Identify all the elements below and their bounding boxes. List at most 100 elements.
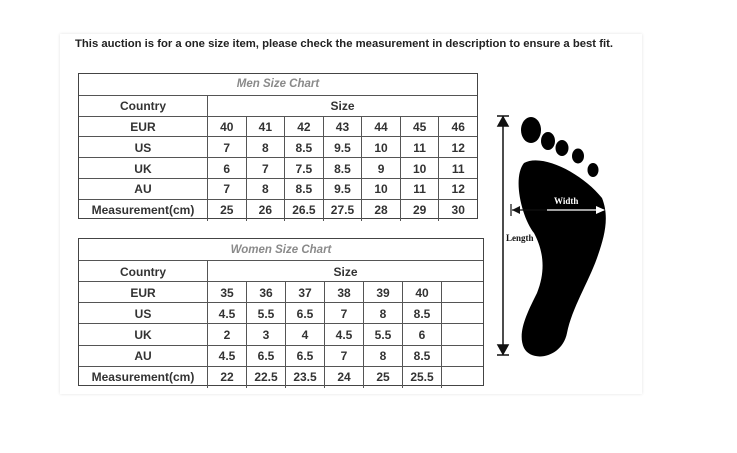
country-header: Country: [120, 264, 166, 279]
row-label: Measurement(cm): [91, 370, 195, 385]
size-cell: 40: [402, 282, 441, 304]
table-row: US 7 8 8.5 9.5 10 11 12: [79, 136, 477, 159]
size-cell: 22: [207, 366, 246, 388]
row-label: AU: [134, 349, 152, 364]
width-arrow: [510, 204, 605, 216]
row-label: Measurement(cm): [91, 203, 195, 218]
size-cell: 45: [399, 116, 439, 138]
size-cell: 4.5: [207, 345, 246, 367]
men-size-chart: Men Size Chart Country Size EUR 40 41 42 43 44 45…: [78, 73, 478, 221]
size-cell: 10: [399, 158, 439, 179]
size-cell: 6.5: [246, 345, 285, 367]
size-cell: 11: [438, 158, 477, 179]
table-row: EUR 40 41 42 43 44 45 46: [79, 115, 477, 138]
size-cell: 25: [206, 199, 246, 221]
size-cell: 8: [245, 137, 285, 159]
row-label: UK: [134, 161, 152, 176]
row-label: AU: [134, 182, 152, 197]
size-cell: 40: [206, 116, 246, 138]
row-label: UK: [134, 327, 152, 342]
size-cell: 8.5: [402, 303, 441, 325]
chart-title-row: Women Size Chart: [79, 239, 483, 260]
size-cell: 3: [246, 324, 285, 346]
size-cell: 2: [207, 324, 246, 346]
size-cell: 36: [246, 282, 285, 304]
size-cell: 10: [361, 137, 400, 159]
table-row: AU 7 8 8.5 9.5 10 11 12: [79, 178, 477, 200]
chart-title: Men Size Chart: [236, 78, 320, 91]
size-cell: 8.5: [284, 137, 323, 159]
size-cell: 9.5: [322, 179, 362, 200]
size-cell: 7: [206, 137, 246, 159]
chart-title: Women Size Chart: [230, 243, 332, 256]
size-cell: 11: [399, 179, 439, 200]
size-cell: 24: [324, 366, 363, 388]
size-cell: 46: [438, 116, 477, 138]
size-cell: 6.5: [285, 345, 324, 367]
country-header: Country: [120, 99, 166, 114]
empty-cell: [441, 282, 483, 304]
empty-cell: [441, 303, 483, 325]
size-cell: 6: [206, 158, 246, 179]
size-cell: 7: [324, 303, 363, 325]
size-cell: 26.5: [284, 199, 323, 221]
size-cell: 25.5: [402, 366, 441, 388]
size-cell: 43: [322, 116, 362, 138]
size-cell: 12: [438, 137, 477, 159]
size-cell: 6: [402, 324, 441, 346]
size-cell: 4: [285, 324, 324, 346]
size-cell: 8: [245, 179, 285, 200]
size-cell: 8: [363, 345, 402, 367]
size-cell: 8: [363, 303, 402, 325]
size-cell: 27.5: [322, 199, 362, 221]
length-arrow: [496, 115, 510, 356]
size-cell: 29: [399, 199, 439, 221]
size-cell: 41: [245, 116, 285, 138]
size-cell: 22.5: [246, 366, 285, 388]
size-cell: 44: [361, 116, 400, 138]
size-cell: 7: [324, 345, 363, 367]
length-label: Length: [506, 233, 534, 243]
size-cell: 7.5: [284, 158, 323, 179]
size-cell: 7: [206, 179, 246, 200]
size-cell: 10: [361, 179, 400, 200]
chart-title-row: Men Size Chart: [79, 74, 477, 95]
size-cell: 6.5: [285, 303, 324, 325]
size-cell: 39: [363, 282, 402, 304]
size-cell: 12: [438, 179, 477, 200]
size-cell: 7: [245, 158, 285, 179]
row-label: EUR: [130, 119, 156, 134]
size-cell: 5.5: [246, 303, 285, 325]
size-cell: 38: [324, 282, 363, 304]
size-cell: 30: [438, 199, 477, 221]
size-cell: 26: [245, 199, 285, 221]
table-row: US 4.5 5.5 6.5 7 8 8.5: [79, 302, 483, 325]
size-cell: 8.5: [322, 158, 362, 179]
empty-cell: [441, 324, 483, 346]
table-row: UK 6 7 7.5 8.5 9 10 11: [79, 157, 477, 179]
size-header: Size: [207, 261, 483, 283]
size-cell: 9.5: [322, 137, 362, 159]
table-row: EUR 35 36 37 38 39 40: [79, 281, 483, 304]
size-cell: 4.5: [324, 324, 363, 346]
size-cell: 35: [207, 282, 246, 304]
table-row: Measurement(cm) 22 22.5 23.5 24 25 25.5: [79, 365, 483, 388]
size-cell: 8.5: [284, 179, 323, 200]
foot-measurement-diagram: Width Length: [496, 115, 606, 357]
size-cell: 5.5: [363, 324, 402, 346]
foot-silhouette-icon: [518, 117, 606, 357]
header-row: Country Size: [79, 94, 477, 117]
size-cell: 9: [361, 158, 400, 179]
size-cell: 37: [285, 282, 324, 304]
table-row: UK 2 3 4 4.5 5.5 6: [79, 323, 483, 346]
size-cell: 8.5: [402, 345, 441, 367]
notice-text: This auction is for a one size item, ple…: [75, 38, 614, 50]
row-label: US: [134, 140, 152, 155]
header-row: Country Size: [79, 260, 483, 283]
row-label: US: [134, 306, 152, 321]
size-header: Size: [207, 95, 477, 117]
empty-cell: [441, 366, 483, 388]
width-label: Width: [554, 196, 578, 206]
empty-cell: [441, 345, 483, 367]
row-label: EUR: [130, 285, 156, 300]
